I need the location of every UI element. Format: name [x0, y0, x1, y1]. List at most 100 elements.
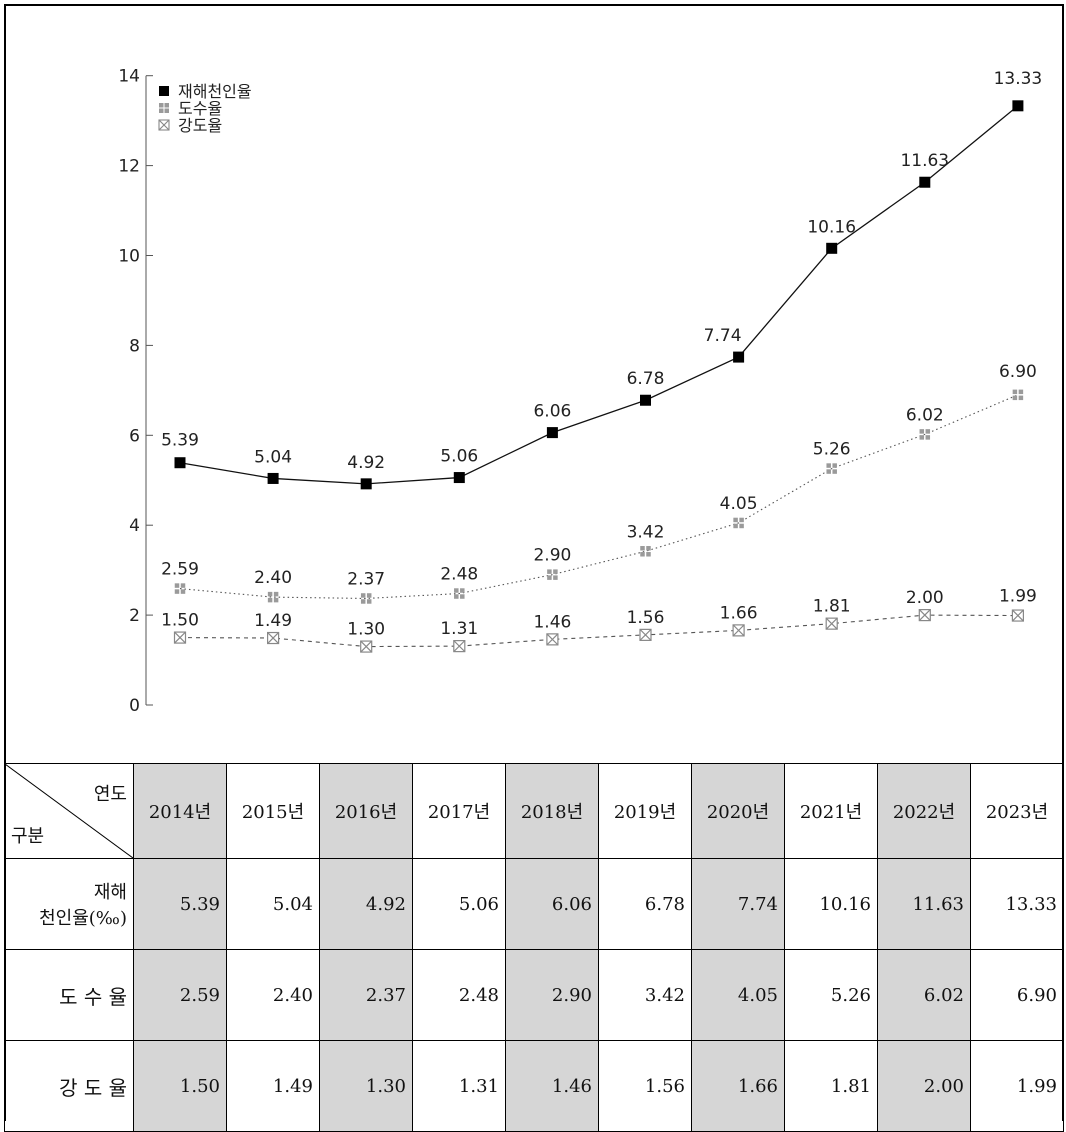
data-point-filled-square — [640, 394, 651, 406]
row-label-line: 천인율(‰) — [39, 908, 127, 929]
data-label: 6.02 — [906, 405, 944, 425]
y-tick-label: 10 — [118, 247, 140, 267]
data-point-filled-square — [360, 478, 372, 490]
y-tick-label: 8 — [129, 336, 140, 356]
data-point-grid-square — [174, 583, 186, 594]
data-label: 1.49 — [254, 611, 292, 631]
table-year-header: 2014년 — [133, 763, 227, 859]
data-point-grid-square — [1012, 389, 1024, 401]
data-label: 1.56 — [627, 608, 665, 628]
data-label: 4.05 — [720, 494, 758, 514]
data-point-filled-square — [267, 472, 279, 484]
data-label: 1.99 — [999, 587, 1037, 607]
data-label: 2.37 — [347, 569, 385, 589]
table-year-header: 2018년 — [505, 763, 599, 859]
data-point-grid-square — [360, 593, 372, 604]
table-year-header: 2015년 — [226, 763, 320, 859]
legend-label: 강도율 — [178, 116, 222, 135]
y-tick-label: 2 — [129, 606, 140, 626]
data-label: 5.04 — [254, 447, 292, 467]
data-label: 1.50 — [161, 611, 199, 631]
data-label: 1.66 — [720, 603, 758, 623]
y-tick-label: 12 — [118, 157, 140, 177]
table-cell: 2.59 — [133, 949, 227, 1041]
data-label: 1.46 — [533, 612, 571, 632]
data-point-grid-square — [640, 546, 651, 557]
table-year-header: 2017년 — [412, 763, 506, 859]
table-cell: 3.42 — [598, 949, 692, 1041]
series-line-0 — [179, 105, 1019, 485]
data-label: 5.26 — [813, 440, 851, 460]
table-cell: 6.90 — [970, 949, 1064, 1041]
table-cell: 1.81 — [784, 1040, 878, 1132]
data-label: 7.74 — [704, 326, 742, 346]
y-axis: 0 2 4 6 8 10 12 14 — [118, 67, 153, 716]
table-cell: 2.90 — [505, 949, 599, 1041]
data-point-filled-square — [546, 427, 558, 439]
table-cell: 1.99 — [970, 1040, 1064, 1132]
table-cell: 1.30 — [319, 1040, 413, 1132]
data-label: 2.00 — [906, 588, 944, 608]
table-year-header: 2023년 — [970, 763, 1064, 859]
data-point-filled-square — [174, 457, 186, 469]
table-cell: 4.05 — [691, 949, 785, 1041]
data-point-filled-square — [826, 242, 838, 254]
data-label: 3.42 — [627, 522, 665, 542]
table-cell: 2.40 — [226, 949, 320, 1041]
data-label: 2.59 — [161, 560, 199, 580]
table-cell: 2.48 — [412, 949, 506, 1041]
data-point-filled-square — [453, 472, 465, 484]
table-row: 도 수 율 2.59 2.40 2.37 2.48 2.90 3.42 4.05 5.26 6.0… — [4, 949, 1064, 1041]
data-label: 1.30 — [347, 620, 385, 640]
table-cell: 6.02 — [877, 949, 971, 1041]
table-row-label: 도 수 율 — [4, 949, 134, 1041]
data-label: 6.90 — [999, 362, 1037, 382]
legend-label: 도수율 — [178, 99, 222, 118]
table-header-row: 연도 구분 2014년 2015년 2016년 2017년 2018년 2019년 2020년 2… — [4, 763, 1064, 859]
data-point-grid-square — [454, 588, 465, 599]
y-tick-label: 4 — [129, 516, 140, 536]
data-point-grid-square — [733, 517, 744, 529]
data-point-filled-square — [919, 176, 931, 188]
data-point-x-square — [825, 617, 838, 630]
data-point-filled-square — [733, 351, 745, 363]
data-point-x-square — [360, 640, 373, 653]
series-line-2 — [179, 614, 1018, 648]
table-corner-cell: 연도 구분 — [4, 763, 134, 859]
table-year-header: 2021년 — [784, 763, 878, 859]
legend-item: 강도율 — [158, 116, 222, 135]
data-point-x-square — [639, 628, 652, 641]
data-label: 5.39 — [161, 431, 199, 451]
data-point-filled-square — [1012, 100, 1024, 112]
legend-label: 재해천인율 — [178, 82, 252, 101]
table-cell: 11.63 — [877, 858, 971, 950]
data-point-grid-square — [547, 569, 558, 580]
data-label: 10.16 — [807, 217, 856, 237]
data-label: 1.31 — [440, 619, 478, 639]
table-year-header: 2019년 — [598, 763, 692, 859]
row-label-line: 재해 — [93, 882, 127, 903]
data-table: 연도 구분 2014년 2015년 2016년 2017년 2018년 2019년 2020년 2… — [4, 763, 1064, 1132]
table-row: 강 도 율 1.50 1.49 1.30 1.31 1.46 1.56 1.66 1.81 2.0… — [4, 1040, 1064, 1132]
line-chart: 0 2 4 6 8 10 12 14 5.39 5.04 4.92 5.06 6.06 6.78 7.74… — [118, 67, 1043, 716]
data-label: 13.33 — [994, 69, 1043, 89]
data-point-x-square — [267, 631, 280, 645]
data-label: 2.90 — [533, 546, 571, 566]
data-label: 6.06 — [533, 402, 571, 422]
y-tick-label: 6 — [129, 426, 140, 446]
table-cell: 5.26 — [784, 949, 878, 1041]
table-row: 재해 천인율(‰) 5.39 5.04 4.92 5.06 6.06 6.78 7.74 10.1… — [4, 858, 1064, 950]
data-label: 4.92 — [347, 453, 385, 473]
data-label: 2.40 — [254, 568, 292, 588]
table-cell: 2.37 — [319, 949, 413, 1041]
data-label: 11.63 — [900, 151, 949, 171]
table-cell: 10.16 — [784, 858, 878, 950]
series-lines — [179, 105, 1019, 648]
table-cell: 4.92 — [319, 858, 413, 950]
table-cell: 1.46 — [505, 1040, 599, 1132]
series-line-1 — [179, 394, 1019, 600]
data-point-grid-square — [919, 429, 931, 440]
row-label-text: 강 도 율 — [59, 1075, 127, 1100]
